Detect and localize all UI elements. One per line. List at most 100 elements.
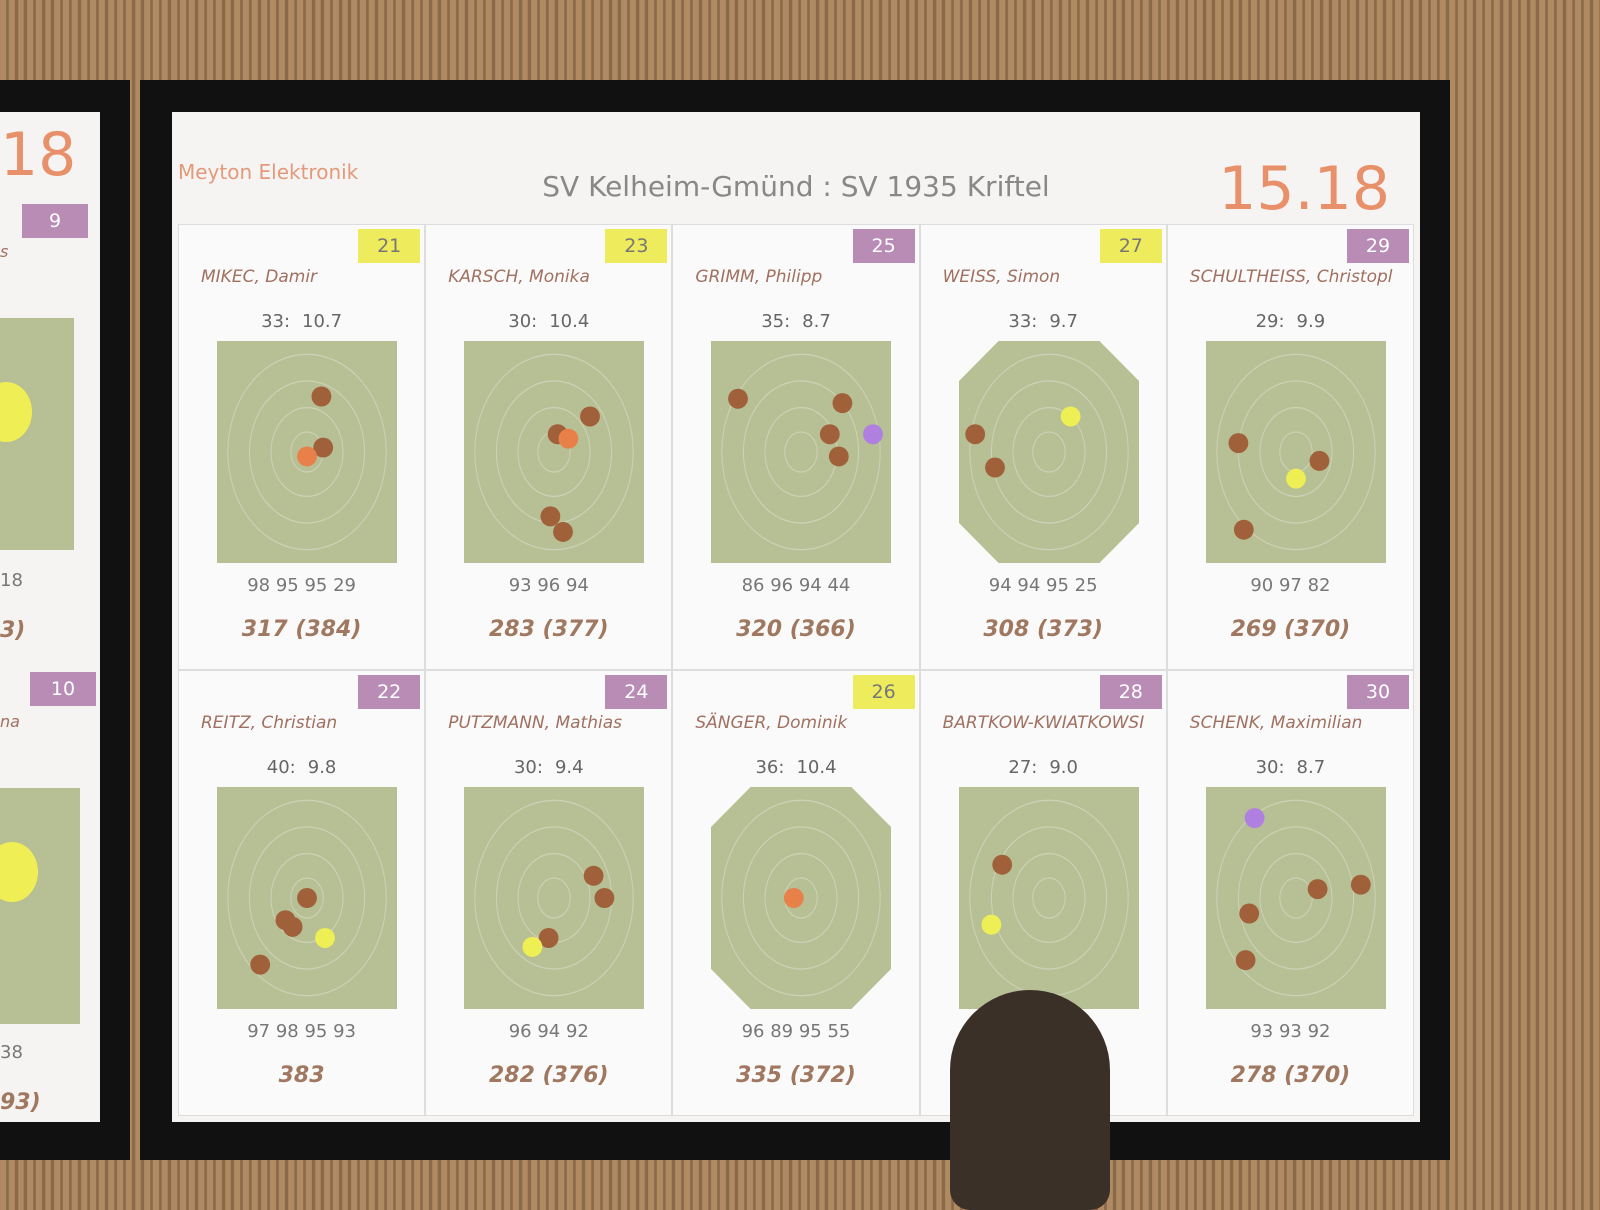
shot-info: 36: 10.4 xyxy=(673,757,918,778)
shooter-name: REITZ, Christian xyxy=(201,713,338,733)
shot-hole xyxy=(991,854,1012,875)
total-score: 269 (370) xyxy=(1230,617,1351,642)
total-score: 278 (370) xyxy=(1230,1063,1351,1088)
series-scores: 93 93 92 xyxy=(1250,1021,1331,1042)
shot-hole xyxy=(1233,519,1254,540)
ring xyxy=(1216,799,1376,997)
shot-hole xyxy=(282,916,303,937)
shot-hole xyxy=(297,446,317,467)
shot-hole xyxy=(964,424,985,445)
shot-hole xyxy=(1228,433,1249,454)
ring xyxy=(721,799,882,997)
match-title: SV Kelheim-Gmünd : SV 1935 Kriftel xyxy=(542,170,1050,203)
ring xyxy=(743,826,860,970)
badge: 10 xyxy=(30,672,96,706)
name-fragment: s xyxy=(0,242,9,261)
ring xyxy=(270,852,344,944)
series-scores: 97 98 95 93 xyxy=(247,1021,356,1042)
shooter-number: 27 xyxy=(1099,229,1162,263)
shot-hole xyxy=(1235,950,1256,971)
shooter-number: 26 xyxy=(852,675,915,709)
ring xyxy=(1279,877,1313,919)
shot-info: 30: 8.7 xyxy=(1168,757,1413,778)
ring xyxy=(1216,353,1376,551)
brand: Meyton Elektronik xyxy=(178,160,359,184)
shot-hole xyxy=(1244,808,1265,829)
shot-hole xyxy=(829,446,850,467)
target xyxy=(1205,787,1386,1009)
shooter-number: 28 xyxy=(1099,675,1162,709)
last-shot: 10.7 xyxy=(302,311,343,332)
ring xyxy=(784,431,819,473)
series-scores: 96 89 95 55 xyxy=(741,1021,851,1042)
total-score: 320 (366) xyxy=(736,617,856,642)
shooter-name: WEISS, Simon xyxy=(942,267,1061,287)
shot-count: 29: xyxy=(1255,311,1285,332)
shooter-card: 26 SÄNGER, Dominik 36: 10.4 96 89 95 55 335 (… xyxy=(672,670,920,1116)
last-shot: 9.0 xyxy=(1049,757,1078,778)
ring xyxy=(990,380,1107,524)
shot-hole xyxy=(863,424,884,445)
shot-info: 27: 9.0 xyxy=(921,757,1166,778)
shot-hole xyxy=(250,954,271,975)
shot-hole xyxy=(313,437,334,458)
target xyxy=(0,788,80,1024)
ring xyxy=(1031,877,1066,919)
ring xyxy=(248,826,366,970)
ring xyxy=(227,799,387,997)
shooter-name: PUTZMANN, Mathias xyxy=(448,713,622,733)
shot-hole xyxy=(728,388,749,409)
last-shot: 9.4 xyxy=(554,757,584,778)
last-shot: 8.7 xyxy=(1296,757,1326,778)
target-face xyxy=(958,787,1139,1009)
target xyxy=(464,341,645,563)
shot-info: 30: 10.4 xyxy=(426,311,671,332)
shot-count: 35: xyxy=(761,311,791,332)
target-face xyxy=(464,787,645,1009)
ring xyxy=(990,826,1107,970)
shot-info: 30: 9.4 xyxy=(426,757,671,778)
target xyxy=(711,787,892,1009)
shooter-card: 22 REITZ, Christian 40: 9.8 97 98 95 93 383 xyxy=(178,670,426,1116)
shot-hole xyxy=(1285,468,1306,489)
shooter-card: 27 WEISS, Simon 33: 9.7 94 94 95 25 308 (373) xyxy=(919,224,1167,670)
shooter-number: 25 xyxy=(852,229,915,263)
shot-info: 35: 8.7 xyxy=(673,311,918,332)
shot-info: 29: 9.9 xyxy=(1168,311,1413,332)
series-scores: 86 96 94 44 xyxy=(741,575,851,596)
shooter-name: SCHULTHEISS, Christopl xyxy=(1189,267,1393,287)
series-scores: 94 94 95 25 xyxy=(988,575,1098,596)
total-score: 335 (372) xyxy=(736,1063,856,1088)
shot-hole xyxy=(1239,903,1259,924)
shooter-number: 29 xyxy=(1346,229,1409,263)
target-face xyxy=(1205,787,1386,1009)
ring xyxy=(1237,826,1354,970)
shooter-name: KARSCH, Monika xyxy=(448,267,590,287)
target xyxy=(1205,341,1386,563)
shot-info: 40: 9.8 xyxy=(179,757,424,778)
shooter-name: BARTKOW-KWIATKOWSI xyxy=(942,713,1145,733)
shooter-number: 21 xyxy=(358,229,421,263)
spectator-head xyxy=(950,990,1110,1210)
target xyxy=(464,787,645,1009)
shot-info: 33: 10.7 xyxy=(179,311,424,332)
shot-hole xyxy=(315,927,335,948)
target-face xyxy=(958,341,1139,563)
shooter-card: 30 SCHENK, Maximilian 30: 8.7 93 93 92 278 (3… xyxy=(1166,670,1414,1116)
ring xyxy=(1031,431,1066,473)
shooter-number: 24 xyxy=(605,675,668,709)
shot-hole xyxy=(553,521,574,542)
total-score: 317 (384) xyxy=(241,617,362,642)
ring xyxy=(517,406,591,498)
target-face xyxy=(711,341,892,563)
ring xyxy=(721,353,882,551)
total-score: 282 (376) xyxy=(488,1063,609,1088)
shooter-number: 23 xyxy=(605,229,668,263)
shot-count: 27: xyxy=(1008,757,1038,778)
shot-hole xyxy=(1060,406,1081,427)
shot-hole xyxy=(981,914,1001,935)
clock: 15.18 xyxy=(1218,154,1390,224)
target xyxy=(958,787,1139,1009)
